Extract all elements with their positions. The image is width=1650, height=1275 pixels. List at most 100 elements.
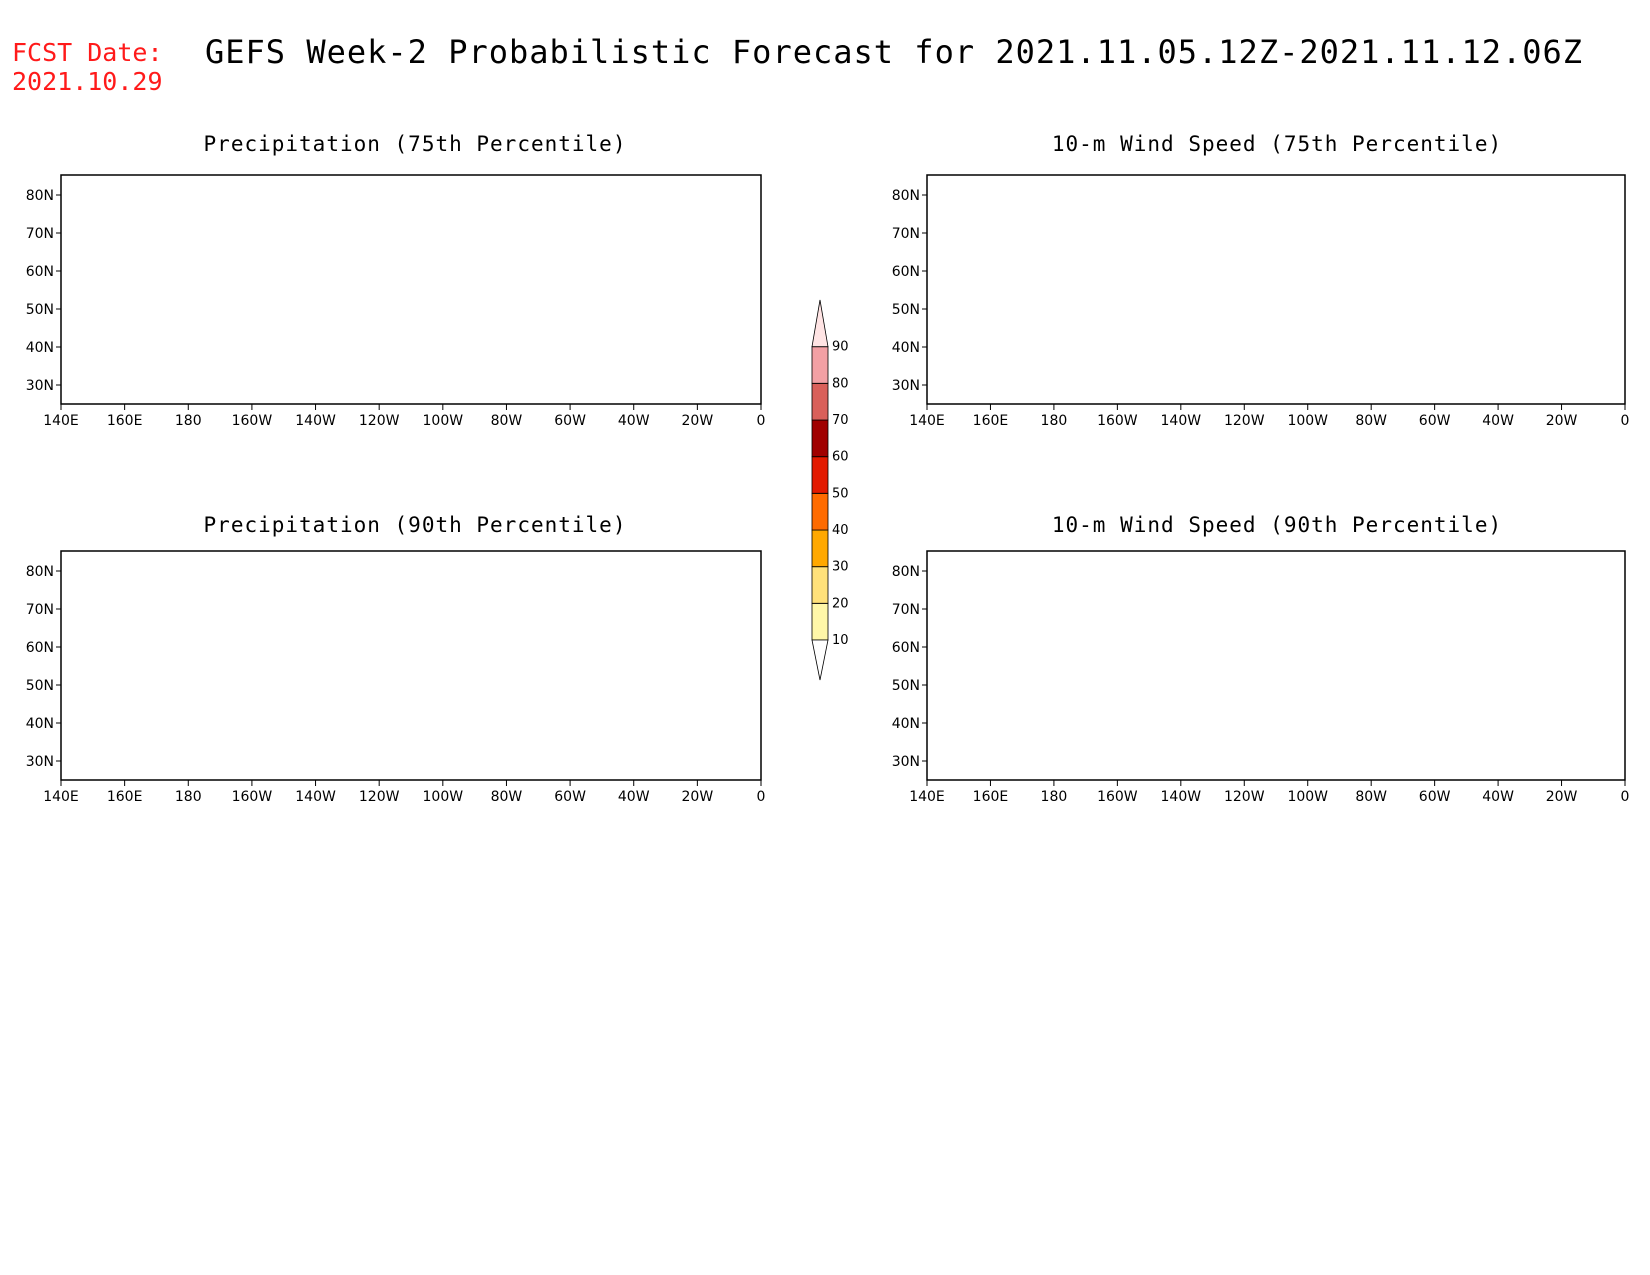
shaded-field-precip90 <box>61 551 761 780</box>
lon-tick-label: 100W <box>1287 789 1328 805</box>
probability-contour <box>1011 193 1416 230</box>
lat-tick-label: 70N <box>26 226 54 242</box>
colorbar-label: 10 <box>832 633 849 648</box>
probability-contour <box>495 234 679 326</box>
lon-tick-label: 160W <box>232 789 273 805</box>
lat-tick-label: 80N <box>892 564 920 580</box>
lat-tick-label: 40N <box>892 340 920 356</box>
lon-tick-label: 120W <box>1224 789 1265 805</box>
probability-contour <box>523 182 656 195</box>
fcst-label-text: FCST Date: <box>12 38 163 67</box>
lon-tick-label: 160W <box>232 413 273 429</box>
map-panel-wind90: 140E 160E 180 160W 140W 120W 100W 80W 60W 40W 20W 0… <box>892 550 1629 805</box>
probability-contour <box>1046 737 1076 749</box>
map-panel-wind75: 140E 160E 180 160W 140W 120W 100W 80W 60W 40W 20W 0… <box>892 174 1630 429</box>
probability-contour <box>145 362 285 393</box>
lon-tick-label: 100W <box>423 413 464 429</box>
lon-tick-label: 80W <box>491 413 523 429</box>
coastline <box>453 688 579 780</box>
lon-tick-label: 140W <box>295 413 336 429</box>
coastline <box>927 277 997 347</box>
lat-tick-label: 60N <box>26 640 54 656</box>
colorbar-swatch <box>811 492 829 531</box>
fcst-date-value: 2021.10.29 <box>12 67 163 96</box>
panel-title-wind75: 10-m Wind Speed (75th Percentile) <box>1051 132 1503 156</box>
panel-title-precip90: Precipitation (90th Percentile) <box>203 513 627 537</box>
lon-tick-label: 40W <box>618 413 650 429</box>
lat-tick-label: 50N <box>892 678 920 694</box>
map-frame <box>60 550 762 781</box>
coastline <box>376 193 565 301</box>
lon-tick-label: 20W <box>1546 413 1578 429</box>
probability-contour <box>927 654 1221 780</box>
probability-contour <box>61 175 761 404</box>
lon-tick-label: 60W <box>1419 789 1451 805</box>
coastline <box>61 277 131 347</box>
lon-tick-label: 80W <box>1355 789 1387 805</box>
map-frame <box>926 550 1626 781</box>
lon-tick-label: 140E <box>909 413 945 429</box>
coastline <box>565 559 733 631</box>
coastline <box>1430 183 1598 255</box>
probability-contour <box>187 224 362 241</box>
map-frame <box>926 174 1626 405</box>
probability-contour <box>1555 324 1625 404</box>
probability-contour <box>1332 377 1365 404</box>
lat-tick-label: 50N <box>892 302 920 318</box>
coastline <box>719 660 761 689</box>
lon-tick-label: 160W <box>1097 789 1138 805</box>
probability-contour <box>1150 212 1311 227</box>
lat-tick-label: 70N <box>26 602 54 618</box>
probability-contour <box>383 363 436 404</box>
probability-contour <box>236 566 446 596</box>
colorbar-swatch <box>811 346 829 384</box>
shaded-field-wind90 <box>927 551 1625 780</box>
probability-contour <box>1381 576 1392 583</box>
lon-tick-label: 60W <box>554 789 586 805</box>
lat-tick-label: 50N <box>26 302 54 318</box>
lon-tick-label: 0 <box>757 413 766 429</box>
colorbar-swatch <box>811 529 829 568</box>
colorbar-label: 50 <box>832 486 849 501</box>
lon-tick-label: 160E <box>107 789 143 805</box>
coastline <box>61 232 453 404</box>
probability-contour <box>941 228 1081 270</box>
probability-contour <box>927 175 1625 404</box>
lon-tick-label: 160E <box>973 789 1009 805</box>
probability-contour <box>1388 191 1417 212</box>
lat-tick-label: 30N <box>892 378 920 394</box>
coastline <box>1318 312 1444 404</box>
lon-tick-label: 80W <box>491 789 523 805</box>
probability-contour <box>341 736 400 769</box>
lon-tick-label: 20W <box>682 789 714 805</box>
probability-contour <box>1290 297 1332 323</box>
probability-contour <box>1206 217 1242 228</box>
probability-contour <box>453 699 476 710</box>
lon-tick-label: 0 <box>1621 413 1630 429</box>
probability-contour <box>1081 241 1134 272</box>
colorbar-swatch <box>811 566 829 604</box>
lon-tick-label: 160E <box>107 413 143 429</box>
lat-tick-label: 80N <box>26 564 54 580</box>
lon-tick-label: 100W <box>1287 413 1328 429</box>
coastline <box>376 569 565 677</box>
probability-contour <box>927 262 1220 404</box>
lon-tick-label: 160W <box>1097 413 1138 429</box>
lat-tick-label: 40N <box>892 716 920 732</box>
probability-contour <box>509 347 635 404</box>
probability-contour <box>1576 707 1625 757</box>
colorbar-label: 40 <box>832 523 849 538</box>
lon-tick-label: 180 <box>1041 789 1068 805</box>
lat-tick-label: 30N <box>892 754 920 770</box>
probability-contour <box>1053 358 1103 373</box>
coastline <box>61 608 453 780</box>
lat-tick-label: 70N <box>892 602 920 618</box>
coastline <box>565 183 733 255</box>
probability-contour <box>117 290 390 405</box>
probability-contour <box>117 712 190 741</box>
colorbar-swatch <box>811 299 829 348</box>
shaded-field-wind75 <box>927 175 1625 404</box>
probability-contour <box>362 298 455 359</box>
probability-contour <box>719 342 761 381</box>
